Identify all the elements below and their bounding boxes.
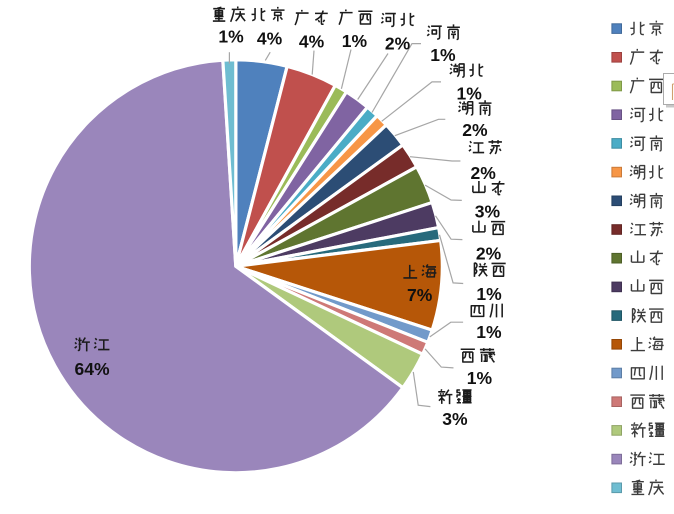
svg-text:1%: 1% xyxy=(218,27,244,47)
svg-text:2%: 2% xyxy=(471,163,497,183)
svg-text:3%: 3% xyxy=(442,409,468,429)
svg-text:4%: 4% xyxy=(257,29,283,49)
svg-text:2%: 2% xyxy=(476,243,502,263)
svg-text:7%: 7% xyxy=(407,285,433,305)
svg-text:1%: 1% xyxy=(476,322,502,342)
svg-text:1%: 1% xyxy=(457,84,483,104)
svg-text:1%: 1% xyxy=(342,31,368,51)
svg-text:2%: 2% xyxy=(462,120,488,140)
svg-text:4%: 4% xyxy=(299,32,325,52)
svg-text:1%: 1% xyxy=(476,284,502,304)
svg-text:1%: 1% xyxy=(430,45,456,65)
svg-text:2%: 2% xyxy=(385,33,411,53)
svg-text:3%: 3% xyxy=(475,202,501,222)
svg-text:64%: 64% xyxy=(74,359,109,379)
svg-text:1%: 1% xyxy=(467,368,493,388)
